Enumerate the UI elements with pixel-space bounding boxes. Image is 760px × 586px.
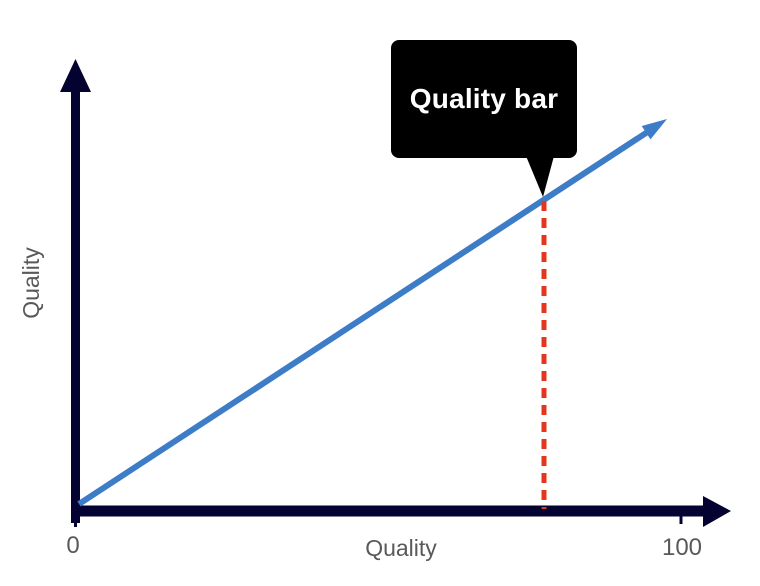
quality-bar-callout: Quality bar — [391, 40, 577, 158]
y-axis-title: Quality — [18, 247, 44, 319]
x-axis-arrowhead-icon — [703, 496, 731, 527]
x-tick-label-0: 0 — [66, 532, 80, 559]
quality-trend-line — [77, 128, 651, 507]
callout-pointer — [526, 156, 554, 197]
y-axis-arrowhead-icon — [60, 59, 91, 92]
x-axis-title: Quality — [365, 535, 437, 561]
quality-trend-arrowhead-icon — [641, 119, 667, 140]
quality-bar-callout-label: Quality bar — [409, 83, 559, 114]
x-tick-label-100: 100 — [661, 534, 703, 561]
